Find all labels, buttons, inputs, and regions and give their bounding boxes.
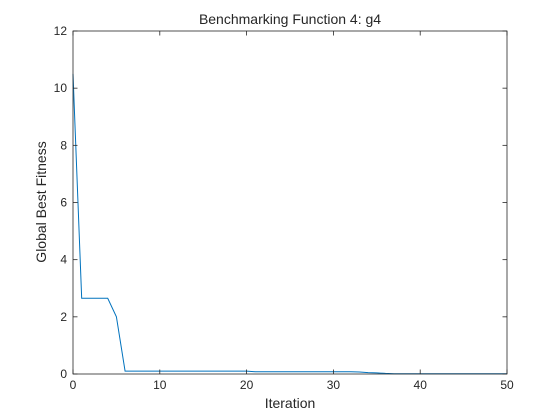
y-axis-label: Global Best Fitness bbox=[33, 141, 49, 262]
y-tick-label: 0 bbox=[60, 367, 67, 381]
y-tick-label: 6 bbox=[60, 196, 67, 210]
y-tick-label: 10 bbox=[54, 81, 68, 95]
y-tick-label: 2 bbox=[60, 310, 67, 324]
y-tick-label: 8 bbox=[60, 138, 67, 152]
x-tick-label: 30 bbox=[327, 378, 341, 392]
x-tick-label: 40 bbox=[414, 378, 428, 392]
x-tick-label: 20 bbox=[240, 378, 254, 392]
x-tick-label: 0 bbox=[70, 378, 77, 392]
x-axis-label: Iteration bbox=[265, 395, 316, 411]
x-tick-label: 50 bbox=[500, 378, 514, 392]
y-tick-label: 12 bbox=[54, 24, 68, 38]
plot-area bbox=[73, 31, 507, 374]
chart-title: Benchmarking Function 4: g4 bbox=[199, 11, 381, 27]
x-tick-label: 10 bbox=[153, 378, 167, 392]
y-tick-label: 4 bbox=[60, 253, 67, 267]
